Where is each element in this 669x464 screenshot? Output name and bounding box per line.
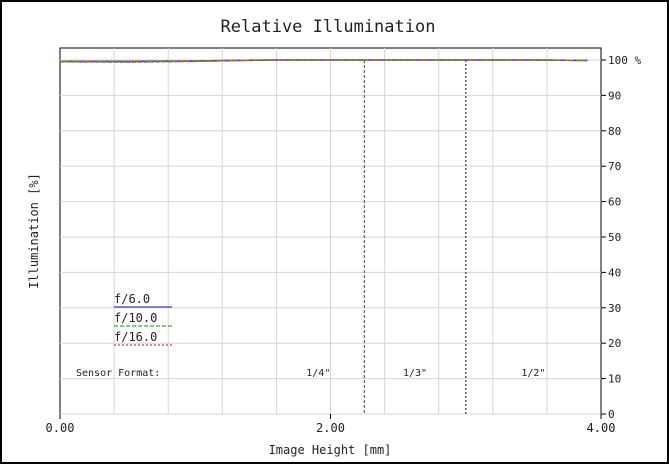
y-tick-label: 10 [608,373,621,386]
x-tick-label: 0.00 [46,421,75,435]
y-tick-label: 100 % [608,54,641,67]
sensor-format-size-label: 1/4" [306,368,330,379]
sensor-format-labels: 1/4" 1/3" 1/2" [306,368,545,379]
legend-label: f/16.0 [114,330,157,344]
y-tick-label: 40 [608,266,621,279]
legend-label: f/10.0 [114,311,157,325]
x-tick-label: 4.00 [587,421,616,435]
chart-title: Relative Illumination [221,17,436,37]
grid [60,48,601,415]
sensor-format-label: Sensor Format: [76,368,160,379]
y-axis-ticks: 0 10 20 30 40 50 60 70 80 90 100 % [601,54,641,421]
series-line [59,59,588,63]
y-tick-label: 80 [608,125,621,138]
y-tick-label: 60 [608,196,621,209]
y-tick-label: 0 [608,408,615,421]
series-line [59,59,588,63]
data-series [59,59,588,63]
y-tick-label: 20 [608,337,621,350]
sensor-format-lines [363,60,467,414]
legend: f/6.0 f/10.0 f/16.0 [114,292,172,346]
sensor-format-size-label: 1/2" [521,368,545,379]
y-tick-label: 90 [608,89,621,102]
legend-label: f/6.0 [114,292,150,306]
sensor-format-size-label: 1/3" [403,368,427,379]
y-tick-label: 50 [608,231,621,244]
x-axis-label: Image Height [mm] [269,443,392,457]
y-axis-label: Illumination [%] [27,173,41,289]
x-axis-ticks: 0.00 2.00 4.00 [46,414,616,435]
y-tick-label: 70 [608,160,621,173]
x-tick-label: 2.00 [316,421,345,435]
y-tick-label: 30 [608,302,621,315]
